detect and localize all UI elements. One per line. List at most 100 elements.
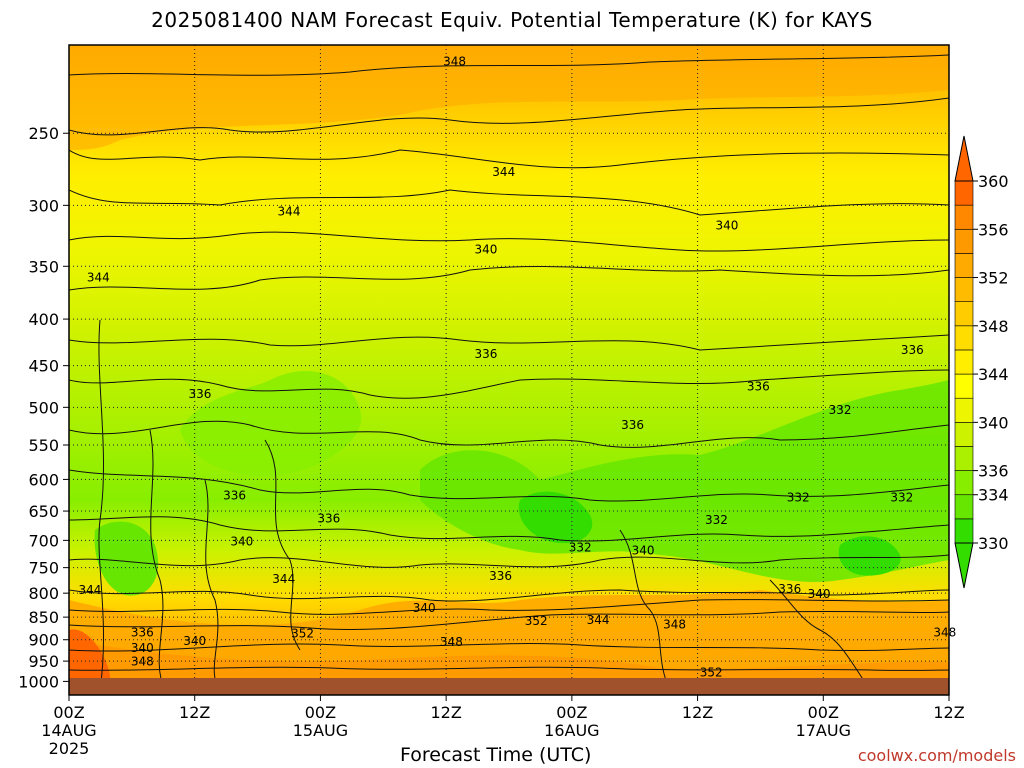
- contour-label: 340: [413, 601, 436, 615]
- contour-label: 336: [778, 582, 801, 596]
- contour-line: [69, 265, 949, 291]
- contour-label: 344: [87, 271, 110, 285]
- y-tick-label: 350: [28, 257, 59, 276]
- green-region: [180, 371, 362, 476]
- x-date-label: 14AUG: [41, 721, 96, 740]
- colorbar-label: 334: [978, 486, 1009, 505]
- x-date-label: 15AUG: [293, 721, 348, 740]
- x-tick-label: 12Z: [179, 703, 210, 722]
- contour-label: 336: [901, 343, 924, 357]
- contour-line: [69, 97, 949, 136]
- contour-line: [69, 589, 949, 602]
- credit-link[interactable]: coolwx.com/models: [857, 746, 1016, 765]
- y-tick-label: 800: [28, 584, 59, 603]
- y-tick-label: 900: [28, 631, 59, 650]
- y-axis: 250 300 350 400 450 500 550 600 650 700 750 800 850 9…: [18, 124, 69, 691]
- colorbar-segment: [954, 373, 974, 399]
- contour-line: [69, 610, 949, 630]
- y-tick-label: 300: [28, 196, 59, 215]
- contour-line: [619, 529, 671, 691]
- x-tick-label: 00Z: [305, 703, 336, 722]
- contour-label: 348: [440, 635, 463, 649]
- plot-frame: [68, 44, 950, 696]
- y-tick-label: 600: [28, 470, 59, 489]
- contour-label: 348: [933, 625, 956, 639]
- contour-label: 336: [131, 625, 154, 639]
- contour-label: 340: [474, 242, 497, 256]
- contour-label: 332: [787, 491, 810, 505]
- x-tick-label: 12Z: [933, 703, 964, 722]
- y-tick-label: 450: [28, 357, 59, 376]
- x-tick-label: 00Z: [53, 703, 84, 722]
- contour-line: [69, 149, 949, 169]
- colorbar-label: 356: [978, 220, 1009, 239]
- contour-label: 344: [272, 572, 295, 586]
- colorbar-segment: [954, 301, 974, 327]
- colorbar-label: 352: [978, 269, 1009, 288]
- contour-line: [69, 369, 949, 399]
- contour-label: 340: [632, 544, 655, 558]
- colorbar-segment: [954, 325, 974, 351]
- x-tick-label: 12Z: [682, 703, 713, 722]
- y-tick-label: 1000: [18, 672, 59, 691]
- y-tick-label: 400: [28, 310, 59, 329]
- contour-line: [149, 429, 166, 691]
- colorbar-segment: [954, 204, 974, 230]
- contour-line: [769, 579, 871, 691]
- contour-label: 336: [474, 347, 497, 361]
- colorbar-segment: [954, 518, 974, 544]
- colorbar-segment: [954, 253, 974, 278]
- colorbar-arrow-bottom: [954, 542, 974, 589]
- contour-label: 348: [131, 654, 154, 668]
- contour-label: 340: [230, 534, 253, 548]
- green-region: [94, 521, 159, 596]
- contour-label: 344: [78, 583, 101, 597]
- contour-line: [69, 643, 949, 652]
- contour-label: 336: [188, 387, 211, 401]
- colorbar-segment: [954, 180, 974, 206]
- colorbar-label: 348: [978, 317, 1009, 336]
- colorbar-label: 340: [978, 413, 1009, 432]
- y-tick-label: 950: [28, 652, 59, 671]
- contour-label: 336: [747, 380, 770, 394]
- contour-line: [264, 439, 301, 651]
- colorbar-segment: [954, 494, 974, 520]
- chart-title: 2025081400 NAM Forecast Equiv. Potential…: [151, 8, 873, 32]
- contour-label: 352: [700, 665, 723, 679]
- y-tick-label: 750: [28, 559, 59, 578]
- colorbar-label: 336: [978, 462, 1009, 481]
- contour-line: [69, 189, 949, 216]
- y-tick-label: 850: [28, 608, 59, 627]
- contour-label: 348: [663, 618, 686, 632]
- ground-strip: [69, 678, 949, 695]
- y-tick-label: 650: [28, 502, 59, 521]
- colorbar-label: 344: [978, 365, 1009, 384]
- colorbar-segment: [954, 446, 974, 471]
- contour-labels: 348 344 344 340 340 344 336 336 336 336 332 336 336 3…: [78, 54, 956, 679]
- colorbar-arrow-top: [954, 135, 974, 182]
- contour-line: [69, 554, 949, 568]
- colorbar-segment: [954, 397, 974, 423]
- plot-area: [69, 45, 949, 695]
- contour-label: 352: [291, 627, 314, 641]
- contour-label: 332: [829, 403, 852, 417]
- green-regions: [94, 371, 949, 596]
- contour-label: 336: [621, 418, 644, 432]
- x-date-label: 17AUG: [796, 721, 851, 740]
- contour-label: 344: [587, 613, 610, 627]
- colorbar-segment: [954, 470, 974, 496]
- colorbar-segment: [954, 349, 974, 375]
- contour-label: 332: [890, 491, 913, 505]
- x-tick-label: 12Z: [430, 703, 461, 722]
- contour-label: 348: [443, 54, 466, 68]
- contour-line: [98, 319, 105, 691]
- colorbar-segment: [954, 422, 974, 447]
- contour-line: [204, 479, 221, 691]
- contour-label: 336: [489, 569, 512, 583]
- contour-line: [69, 469, 949, 502]
- colorbar: 330 334 336 340 344 348 352 356 360: [954, 135, 1009, 589]
- x-axis-label: Forecast Time (UTC): [400, 744, 592, 766]
- y-tick-label: 550: [28, 436, 59, 455]
- x-tick-label: 00Z: [808, 703, 839, 722]
